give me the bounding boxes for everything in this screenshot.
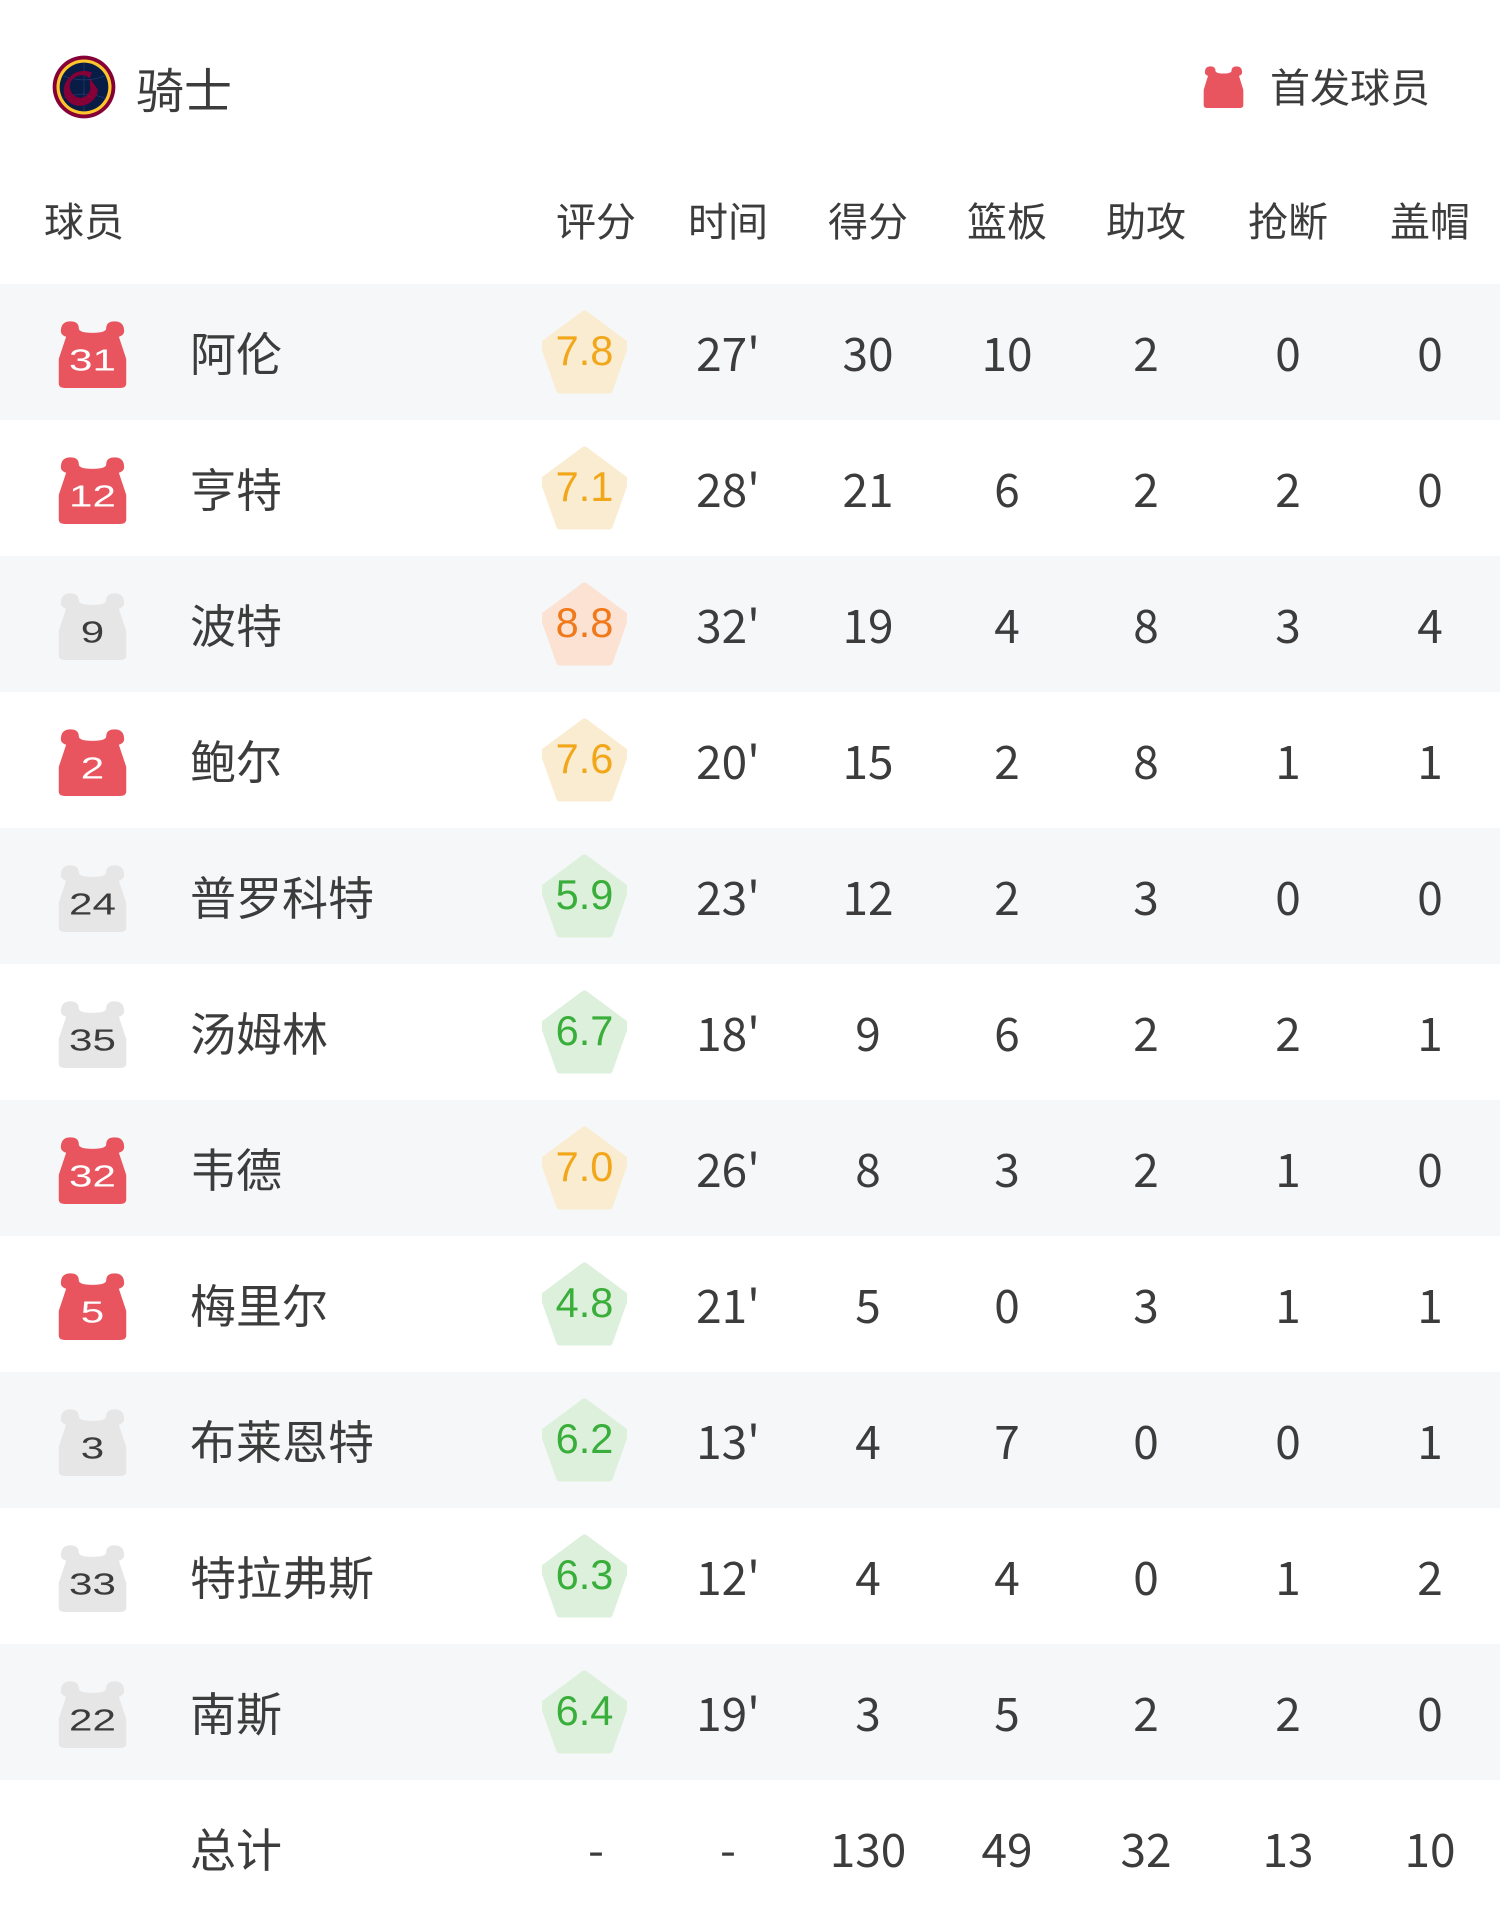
svg-text:8.8: 8.8	[556, 599, 614, 646]
svg-text:4.8: 4.8	[556, 1279, 614, 1326]
svg-text:5.9: 5.9	[556, 871, 614, 918]
svg-text:7.8: 7.8	[556, 327, 614, 374]
svg-text:5: 5	[81, 1295, 104, 1329]
svg-text:24: 24	[69, 887, 116, 921]
svg-text:9: 9	[81, 615, 104, 649]
svg-text:31: 31	[69, 343, 116, 377]
svg-text:6.2: 6.2	[556, 1415, 614, 1462]
svg-text:6.7: 6.7	[556, 1007, 614, 1054]
svg-text:7.0: 7.0	[556, 1143, 614, 1190]
svg-text:6.4: 6.4	[556, 1687, 614, 1734]
svg-text:7.1: 7.1	[556, 463, 614, 510]
svg-text:22: 22	[69, 1703, 116, 1737]
svg-text:3: 3	[81, 1431, 104, 1465]
svg-text:6.3: 6.3	[556, 1551, 614, 1598]
svg-text:32: 32	[69, 1159, 116, 1193]
svg-text:33: 33	[69, 1567, 116, 1601]
svg-text:12: 12	[69, 479, 116, 513]
svg-text:35: 35	[69, 1023, 116, 1057]
svg-text:7.6: 7.6	[556, 735, 614, 782]
svg-text:2: 2	[81, 751, 104, 785]
